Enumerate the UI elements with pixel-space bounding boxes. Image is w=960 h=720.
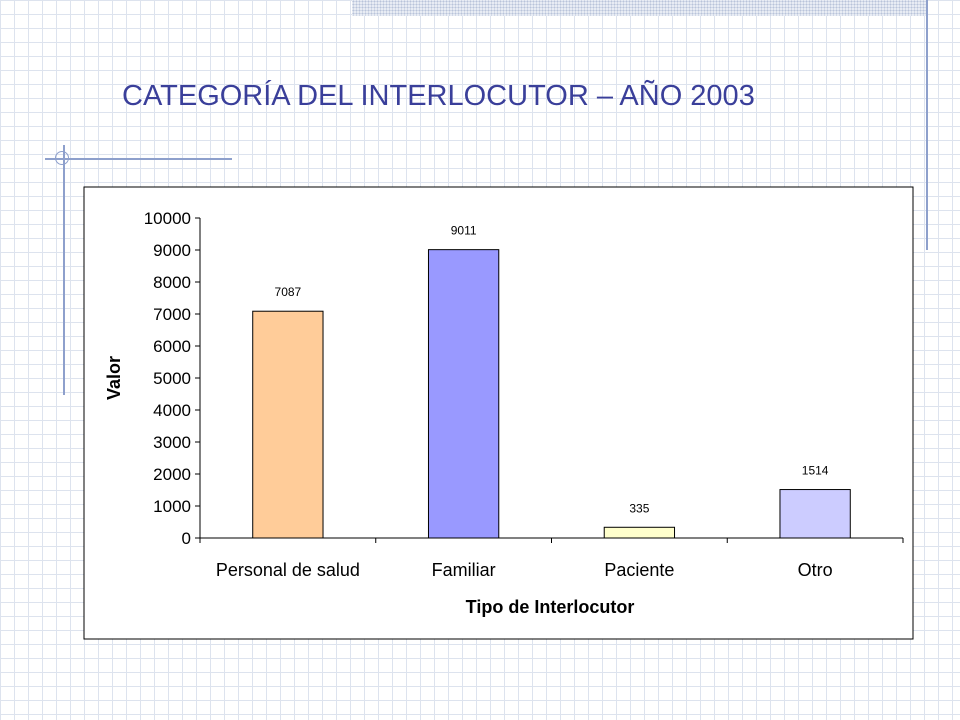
y-tick-label: 9000 — [153, 241, 191, 260]
category-label: Personal de salud — [216, 560, 360, 580]
bar-value-label: 7087 — [275, 285, 302, 299]
chart-marks: 0 1000 2000 3000 4000 5000 6000 7000 8000 9000 100… — [144, 209, 904, 580]
title-underline-decoration — [45, 158, 232, 160]
category-label: Paciente — [604, 560, 674, 580]
bar — [779, 489, 851, 539]
left-decoration-line — [63, 145, 65, 395]
bar — [603, 526, 676, 539]
y-tick-label: 6000 — [153, 337, 191, 356]
bar-value-label: 335 — [629, 501, 649, 515]
right-decoration-line — [926, 0, 928, 250]
bar — [252, 310, 324, 539]
x-axis-title: Tipo de Interlocutor — [466, 597, 635, 617]
y-tick-label: 2000 — [153, 465, 191, 484]
y-tick-label: 4000 — [153, 401, 191, 420]
slide-title: CATEGORÍA DEL INTERLOCUTOR – AÑO 2003 — [122, 80, 755, 112]
category-label: Otro — [798, 560, 833, 580]
decoration-circle — [55, 151, 69, 165]
y-axis-title: Valor — [104, 356, 124, 400]
category-label: Familiar — [432, 560, 496, 580]
y-tick-label: 5000 — [153, 369, 191, 388]
y-tick-label: 0 — [182, 529, 191, 548]
y-tick-label: 1000 — [153, 497, 191, 516]
header-decoration-band — [352, 0, 928, 16]
bar — [427, 249, 500, 539]
y-tick-label: 7000 — [153, 305, 191, 324]
bar-value-label: 1514 — [802, 464, 829, 478]
y-tick-label: 10000 — [144, 209, 191, 228]
y-tick-label: 8000 — [153, 273, 191, 292]
y-tick-label: 3000 — [153, 433, 191, 452]
bar-value-label: 9011 — [451, 224, 477, 238]
